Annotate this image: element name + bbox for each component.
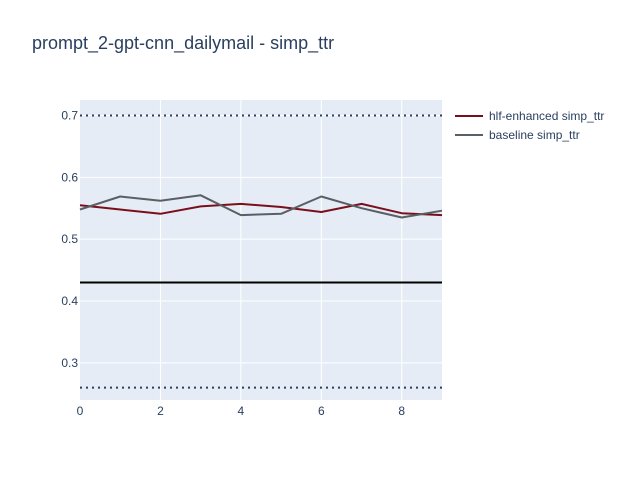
series-line-baseline [79,194,443,219]
x-tick-label: 8 [398,404,405,418]
legend-label-hlf-enhanced: hlf-enhanced simp_ttr [489,108,605,123]
chart-title: prompt_2-gpt-cnn_dailymail - simp_ttr [32,33,335,53]
y-tick-label: 0.6 [61,170,78,184]
y-tick-label: 0.3 [61,356,78,370]
x-tick-label: 4 [238,404,245,418]
legend-swatch-baseline [455,133,483,136]
x-tick-label: 6 [318,404,325,418]
series-lines [79,194,443,219]
legend-swatch-hlf-enhanced [455,114,483,117]
legend[interactable]: hlf-enhanced simp_ttr baseline simp_ttr [455,106,604,144]
plot-background [80,100,442,400]
x-tick-label: 0 [77,404,84,418]
legend-item-hlf-enhanced[interactable]: hlf-enhanced simp_ttr [455,106,604,125]
y-tick-label: 0.4 [61,294,78,308]
y-axis-ticks: 0.3 0.4 0.5 0.6 0.7 [61,108,78,369]
y-tick-label: 0.5 [61,232,78,246]
reference-lines [80,114,442,389]
x-axis-ticks: 0 2 4 6 8 [77,404,406,418]
series-line-hlf-enhanced [79,202,443,217]
legend-item-baseline[interactable]: baseline simp_ttr [455,125,604,144]
x-tick-label: 2 [157,404,164,418]
legend-label-baseline: baseline simp_ttr [489,127,580,142]
y-tick-label: 0.7 [61,108,78,122]
